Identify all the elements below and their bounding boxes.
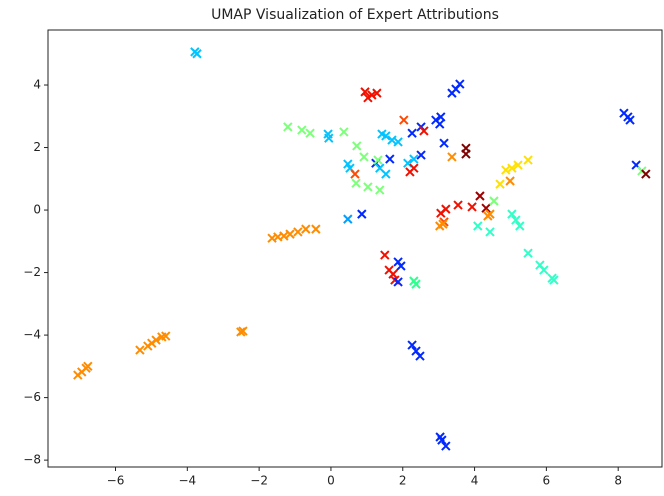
point	[311, 224, 321, 234]
x-tick-label: 4	[471, 474, 479, 488]
point	[511, 215, 521, 225]
point	[363, 182, 373, 192]
x-tick-label: 0	[327, 474, 335, 488]
point	[411, 279, 421, 289]
point	[407, 128, 417, 138]
x-tick-label: −4	[178, 474, 196, 488]
chart-title: UMAP Visualization of Expert Attribution…	[211, 7, 499, 23]
point	[396, 261, 406, 271]
point	[453, 200, 463, 210]
y-tick-label: −6	[23, 390, 41, 404]
point	[151, 335, 161, 345]
point	[436, 112, 446, 122]
point	[415, 351, 425, 361]
point	[549, 275, 559, 285]
point	[357, 209, 367, 219]
point	[83, 361, 93, 372]
point	[419, 126, 429, 136]
point	[485, 227, 495, 237]
point	[435, 119, 445, 129]
point	[350, 169, 360, 179]
point	[393, 277, 403, 287]
point	[447, 152, 457, 162]
point	[515, 221, 525, 231]
point	[343, 214, 353, 224]
point	[481, 203, 491, 213]
point	[539, 265, 549, 275]
point	[380, 250, 390, 260]
point	[507, 209, 517, 219]
point	[475, 191, 485, 201]
point	[324, 133, 334, 143]
point	[283, 122, 293, 132]
point	[483, 211, 493, 221]
point	[301, 224, 311, 234]
point	[339, 127, 349, 137]
y-tick-label: 2	[33, 140, 41, 154]
point	[439, 138, 449, 148]
point	[352, 141, 362, 151]
point	[373, 155, 383, 165]
point	[435, 221, 445, 231]
point	[192, 49, 202, 59]
point	[381, 131, 391, 141]
point	[385, 154, 395, 164]
point	[363, 93, 373, 103]
point	[523, 155, 533, 165]
point	[360, 87, 370, 97]
y-tick-label: −4	[23, 328, 41, 342]
point	[305, 128, 315, 138]
point	[437, 435, 447, 445]
point	[523, 248, 533, 258]
point	[381, 169, 391, 179]
y-tick-label: 4	[33, 78, 41, 92]
point	[375, 185, 385, 195]
point	[441, 441, 451, 451]
point	[495, 179, 505, 189]
point	[407, 340, 417, 350]
point	[507, 163, 517, 173]
point	[393, 137, 403, 147]
x-tick-label: −2	[250, 474, 268, 488]
point	[372, 88, 382, 98]
point	[416, 150, 426, 160]
point	[409, 163, 419, 173]
point	[505, 176, 515, 186]
y-tick-label: 0	[33, 203, 41, 217]
x-tick-label: 6	[543, 474, 551, 488]
point	[461, 149, 471, 159]
point	[641, 169, 651, 179]
x-tick-label: −6	[107, 474, 125, 488]
y-tick-label: −8	[23, 453, 41, 467]
x-tick-label: 8	[614, 474, 622, 488]
x-tick-label: 2	[399, 474, 407, 488]
point	[513, 160, 523, 170]
point	[238, 326, 248, 336]
point	[455, 79, 465, 89]
y-tick-label: −2	[23, 265, 41, 279]
point	[161, 331, 171, 341]
point	[467, 202, 477, 212]
point	[351, 178, 361, 188]
point	[473, 221, 483, 231]
point	[135, 345, 145, 355]
point	[399, 115, 409, 125]
point	[625, 115, 635, 125]
point	[297, 125, 307, 135]
point	[285, 229, 295, 239]
point	[359, 152, 369, 162]
point	[409, 154, 419, 164]
point	[436, 208, 446, 218]
plot-frame	[47, 29, 663, 468]
point	[489, 196, 499, 206]
point	[293, 227, 303, 237]
